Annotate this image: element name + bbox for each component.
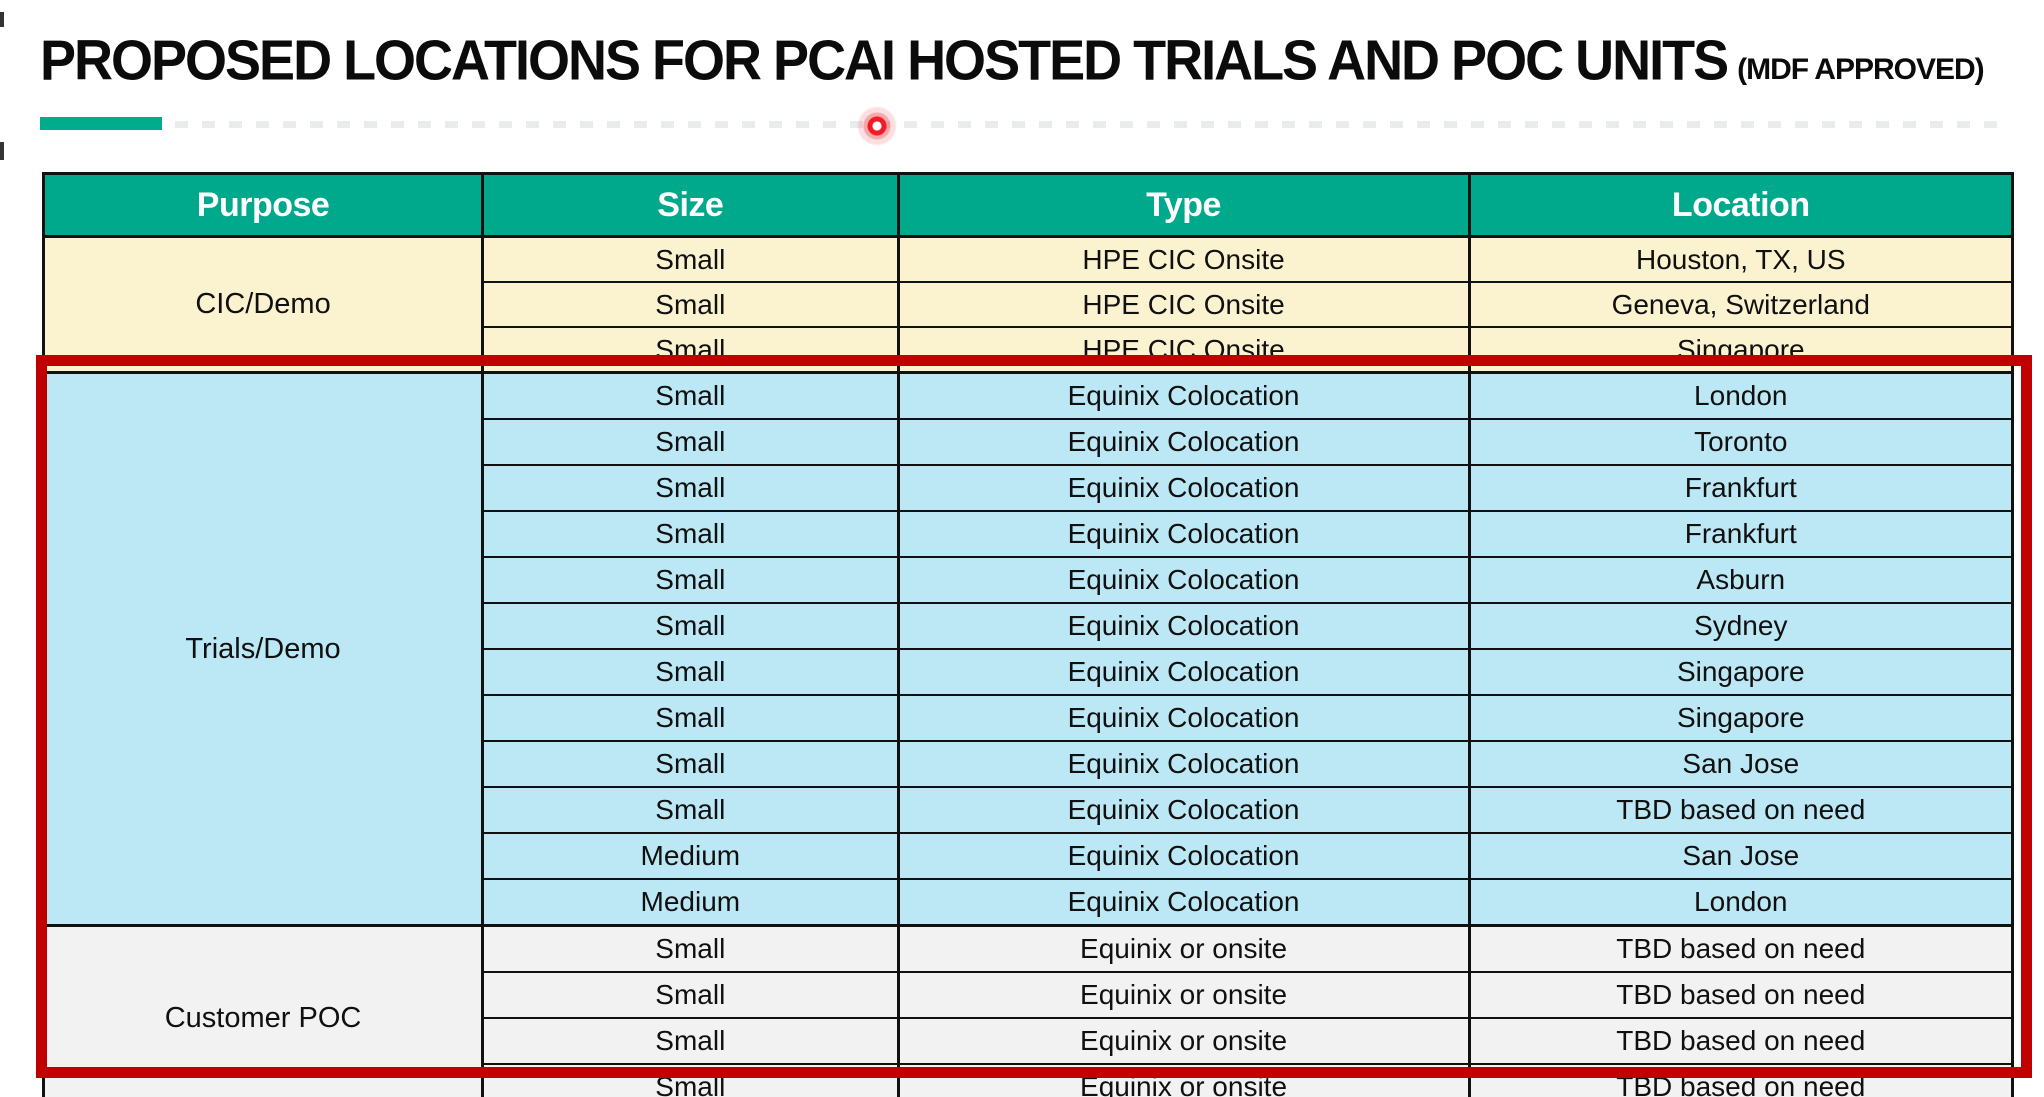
cell-location: Singapore — [1467, 648, 2015, 696]
compression-artifact-line — [175, 121, 2010, 128]
laser-pointer-dot — [855, 104, 899, 148]
cell-size: Small — [481, 924, 900, 973]
cell-size: Small — [481, 1017, 900, 1065]
column-header-type: Type — [896, 172, 1471, 238]
section-purpose-cell: Customer POC — [41, 924, 485, 1097]
title-accent-underline — [40, 117, 162, 130]
cell-location: Houston, TX, US — [1467, 235, 2015, 283]
column-header-size: Size — [481, 172, 900, 238]
cell-size: Small — [481, 971, 900, 1019]
cell-type: Equinix Colocation — [896, 786, 1471, 834]
column-header-purpose: Purpose — [41, 172, 485, 238]
table-row: Small Equinix Colocation San Jose — [44, 740, 2015, 788]
cell-size: Small — [481, 648, 900, 696]
cell-type: Equinix or onsite — [896, 971, 1471, 1019]
cell-type: Equinix Colocation — [896, 740, 1471, 788]
cell-location: Sydney — [1467, 602, 2015, 650]
cell-type: Equinix Colocation — [896, 556, 1471, 604]
cell-size: Small — [481, 235, 900, 283]
cell-size: Small — [481, 602, 900, 650]
table-row: Small HPE CIC Onsite Geneva, Switzerland — [44, 281, 2015, 328]
table-row: Small Equinix Colocation Frankfurt — [44, 510, 2015, 558]
cell-location: TBD based on need — [1467, 924, 2015, 973]
cell-location: TBD based on need — [1467, 786, 2015, 834]
cell-size: Small — [481, 464, 900, 512]
page-title-main: PROPOSED LOCATIONS FOR PCAI HOSTED TRIAL… — [40, 29, 1729, 93]
cell-size: Small — [481, 281, 900, 328]
table-row: Customer POC Small Equinix or onsite TBD ba… — [41, 924, 2015, 1097]
cell-location: Geneva, Switzerland — [1467, 281, 2015, 328]
table-header-row: Purpose Size Type Location — [41, 172, 2015, 238]
cell-location: TBD based on need — [1467, 1017, 2015, 1065]
cell-location: San Jose — [1467, 832, 2015, 880]
locations-table-body: CIC/Demo Small HPE CIC Onsite Houston, TX, … — [41, 235, 2015, 1097]
section-purpose-cell: CIC/Demo — [41, 235, 485, 374]
cell-size: Small — [481, 371, 900, 420]
cell-type: Equinix Colocation — [896, 418, 1471, 466]
table-row: Small Equinix Colocation Sydney — [44, 602, 2015, 650]
table-row: Small Equinix Colocation Asburn — [44, 556, 2015, 604]
cell-size: Small — [481, 326, 900, 374]
table-row: Small Equinix Colocation Singapore — [44, 648, 2015, 696]
locations-table: Purpose Size Type Location CIC/Demo Small… — [41, 172, 2015, 1097]
table-row: Small Equinix Colocation Singapore — [44, 694, 2015, 742]
section-purpose-cell: Trials/Demo — [41, 371, 485, 927]
cell-location: Toronto — [1467, 418, 2015, 466]
cell-type: Equinix Colocation — [896, 648, 1471, 696]
cell-type: Equinix Colocation — [896, 602, 1471, 650]
column-header-location: Location — [1467, 172, 2015, 238]
cell-type: Equinix Colocation — [896, 694, 1471, 742]
cell-size: Small — [481, 1063, 900, 1097]
cell-type: Equinix Colocation — [896, 832, 1471, 880]
table-row: Small Equinix Colocation Frankfurt — [44, 464, 2015, 512]
cell-size: Small — [481, 556, 900, 604]
cell-type: Equinix Colocation — [896, 464, 1471, 512]
cell-location: Asburn — [1467, 556, 2015, 604]
cell-location: London — [1467, 371, 2015, 420]
table-row: Small Equinix or onsite TBD based on need — [44, 971, 2015, 1019]
cell-location: TBD based on need — [1467, 1063, 2015, 1097]
table-row: Small Equinix Colocation TBD based on need — [44, 786, 2015, 834]
cell-type: HPE CIC Onsite — [896, 235, 1471, 283]
table-row: Trials/Demo Small Equinix Colocation London — [41, 371, 2015, 927]
cell-type: Equinix Colocation — [896, 510, 1471, 558]
cell-location: San Jose — [1467, 740, 2015, 788]
cell-type: Equinix or onsite — [896, 1017, 1471, 1065]
cell-size: Small — [481, 786, 900, 834]
cell-size: Medium — [481, 832, 900, 880]
cell-type: Equinix Colocation — [896, 878, 1471, 927]
cell-size: Small — [481, 694, 900, 742]
cell-type: Equinix Colocation — [896, 371, 1471, 420]
screen-edge-artifact — [0, 12, 4, 27]
table-row: Medium Equinix Colocation San Jose — [44, 832, 2015, 880]
page-title: PROPOSED LOCATIONS FOR PCAI HOSTED TRIAL… — [40, 29, 1985, 93]
cell-size: Small — [481, 418, 900, 466]
cell-size: Small — [481, 510, 900, 558]
cell-location: Singapore — [1467, 326, 2015, 374]
table-row: Medium Equinix Colocation London — [44, 878, 2015, 927]
page-title-suffix: (MDF APPROVED) — [1737, 53, 1985, 86]
cell-type: HPE CIC Onsite — [896, 281, 1471, 328]
cell-location: Frankfurt — [1467, 464, 2015, 512]
cell-location: Singapore — [1467, 694, 2015, 742]
table-row: CIC/Demo Small HPE CIC Onsite Houston, TX, … — [41, 235, 2015, 374]
cell-size: Small — [481, 740, 900, 788]
cell-type: Equinix or onsite — [896, 1063, 1471, 1097]
table-row: Small Equinix Colocation Toronto — [44, 418, 2015, 466]
cell-size: Medium — [481, 878, 900, 927]
cell-location: Frankfurt — [1467, 510, 2015, 558]
cell-type: Equinix or onsite — [896, 924, 1471, 973]
table-row: Small Equinix or onsite TBD based on need — [44, 1017, 2015, 1065]
screen-edge-artifact — [0, 142, 4, 160]
cell-location: London — [1467, 878, 2015, 927]
cell-location: TBD based on need — [1467, 971, 2015, 1019]
cell-type: HPE CIC Onsite — [896, 326, 1471, 374]
